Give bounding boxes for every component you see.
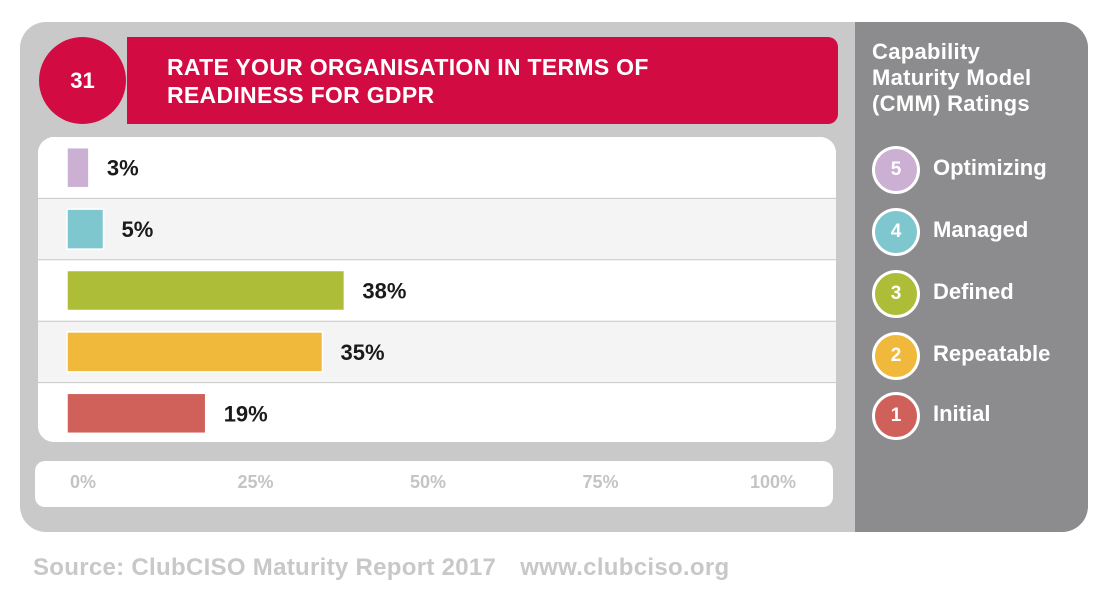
x-axis: 0% 25% 50% 75% 100%	[70, 472, 796, 492]
source-url: www.clubciso.org	[520, 554, 730, 581]
legend-title-line-1: Capability	[872, 39, 981, 64]
legend-item-repeatable: 2 Repeatable	[872, 332, 1086, 382]
bar-value-label: 38%	[362, 279, 406, 304]
x-tick-label: 25%	[237, 472, 273, 492]
bar-value-label: 19%	[224, 401, 268, 426]
bar-value-label: 35%	[341, 340, 385, 365]
legend-title-line-3: (CMM) Ratings	[872, 91, 1030, 116]
chart-title: RATE YOUR ORGANISATION IN TERMS OF READI…	[167, 53, 787, 109]
row-background	[38, 137, 836, 199]
bar-defined	[66, 269, 346, 312]
x-tick-label: 50%	[410, 472, 446, 492]
bar-repeatable	[66, 331, 324, 373]
legend-label-managed: Managed	[933, 217, 1029, 242]
x-tick-label: 100%	[750, 472, 796, 492]
title-banner: RATE YOUR ORGANISATION IN TERMS OF READI…	[127, 37, 838, 124]
chart-title-line-2: READINESS FOR GDPR	[167, 82, 435, 108]
level-1-badge: 1	[872, 392, 920, 440]
x-tick-label: 0%	[70, 472, 96, 492]
x-tick-label: 75%	[582, 472, 618, 492]
chart-title-line-1: RATE YOUR ORGANISATION IN TERMS OF	[167, 54, 649, 80]
infographic-card: RATE YOUR ORGANISATION IN TERMS OF READI…	[20, 22, 1088, 532]
question-number-badge: 31	[39, 37, 126, 124]
legend-sidebar: Capability Maturity Model (CMM) Ratings …	[855, 22, 1088, 532]
legend-label-repeatable: Repeatable	[933, 341, 1051, 366]
x-axis-panel: 0% 25% 50% 75% 100%	[35, 461, 833, 507]
legend-item-initial: 1 Initial	[872, 392, 1086, 442]
bar-value-label: 3%	[107, 156, 139, 181]
legend-label-defined: Defined	[933, 279, 1014, 304]
source-footer: Source: ClubCISO Maturity Report 2017 www…	[33, 554, 729, 582]
legend-title: Capability Maturity Model (CMM) Ratings	[872, 39, 1082, 117]
level-5-badge: 5	[872, 146, 920, 194]
legend-item-optimizing: 5 Optimizing	[872, 146, 1086, 196]
bar-chart: 3% 5% 38% 35% 19%	[38, 137, 836, 442]
level-4-badge: 4	[872, 208, 920, 256]
legend-label-optimizing: Optimizing	[933, 155, 1047, 180]
row-background	[38, 198, 836, 260]
legend-item-defined: 3 Defined	[872, 270, 1086, 320]
bar-value-label: 5%	[122, 217, 154, 242]
bar-initial	[66, 392, 207, 435]
bar-optimizing	[66, 146, 90, 189]
level-3-badge: 3	[872, 270, 920, 318]
level-2-badge: 2	[872, 332, 920, 380]
legend-title-line-2: Maturity Model	[872, 65, 1032, 90]
plot-panel: 3% 5% 38% 35% 19%	[38, 137, 836, 442]
bar-managed	[66, 208, 105, 250]
legend-label-initial: Initial	[933, 401, 991, 426]
legend-item-managed: 4 Managed	[872, 208, 1086, 258]
source-text: Source: ClubCISO Maturity Report 2017	[33, 554, 497, 581]
